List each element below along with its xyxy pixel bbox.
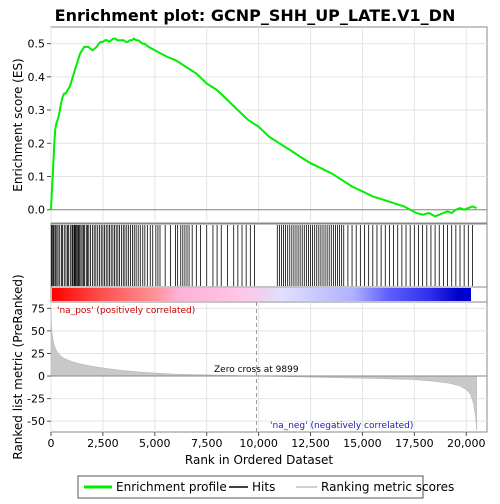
neg-correlated-label: 'na_neg' (negatively correlated) [270, 421, 413, 431]
series-line-enrichment-profile [50, 37, 477, 218]
hits-panel [50, 223, 488, 288]
hit-lines [51, 225, 473, 286]
x-tick-label: 7,500 [191, 437, 223, 450]
zero-cross-label: Zero cross at 9899 [214, 365, 299, 375]
top-y-tick-label: 0.4 [28, 71, 46, 84]
chart-title: Enrichment plot: GCNP_SHH_UP_LATE.V1_DN [55, 6, 456, 25]
top-y-tick-label: 0.5 [28, 38, 46, 51]
top-grid [50, 27, 487, 223]
bottom-y-tick-label: 0 [38, 370, 45, 383]
series-area-ranking-metric [50, 308, 477, 431]
bottom-y-tick-label: -50 [27, 415, 45, 428]
x-tick-label: 12,500 [291, 437, 330, 450]
top-y-tick-label: 0.2 [28, 137, 46, 150]
es-axis-label: Enrichment score (ES) [11, 58, 25, 191]
top-y-tick-label: 0.0 [28, 204, 46, 217]
legend-box [77, 475, 424, 499]
bottom-y-tick-label: 25 [31, 347, 45, 360]
bottom-y-tick-label: -25 [27, 393, 45, 406]
legend-label-hits: Hits [252, 480, 275, 494]
x-tick-label: 5,000 [139, 437, 171, 450]
bottom-y-tick-label: 50 [31, 325, 45, 338]
ranked-metric-panel: 75 50 25 0 -25 -50 'na_pos' (positively corre… [11, 274, 488, 460]
pos-correlated-label: 'na_pos' (positively correlated) [57, 306, 195, 316]
x-tick-label: 0 [48, 437, 55, 450]
top-y-axis: 0.0 0.1 0.2 0.3 0.4 0.5 [28, 38, 51, 217]
x-tick-label: 15,000 [343, 437, 382, 450]
x-axis-label: Rank in Ordered Dataset [185, 453, 333, 467]
legend-label-ranking-metric: Ranking metric scores [321, 480, 454, 494]
x-tick-label: 17,500 [395, 437, 434, 450]
ranking-heatmap [50, 286, 488, 303]
legend-label-enrichment-profile: Enrichment profile [116, 480, 227, 494]
enrichment-score-panel: 0.0 0.1 0.2 0.3 0.4 0.5 Enrichment score (ES) [11, 26, 488, 224]
x-tick-label: 10,000 [239, 437, 278, 450]
bottom-y-tick-label: 75 [31, 302, 45, 315]
top-y-tick-label: 0.3 [28, 104, 46, 117]
legend: Enrichment profile Hits Ranking metric s… [77, 475, 454, 499]
x-tick-label: 20,000 [447, 437, 486, 450]
metric-axis-label: Ranked list metric (PreRanked) [11, 274, 25, 459]
x-tick-label: 2,500 [87, 437, 119, 450]
heatmap-bar [52, 288, 471, 301]
bottom-y-axis: 75 50 25 0 -25 -50 [27, 302, 51, 428]
top-panel-frame [50, 26, 488, 224]
x-axis: 0 2,500 5,000 7,500 10,000 12,500 15,000 17,500… [48, 432, 486, 450]
top-y-tick-label: 0.1 [28, 170, 46, 183]
